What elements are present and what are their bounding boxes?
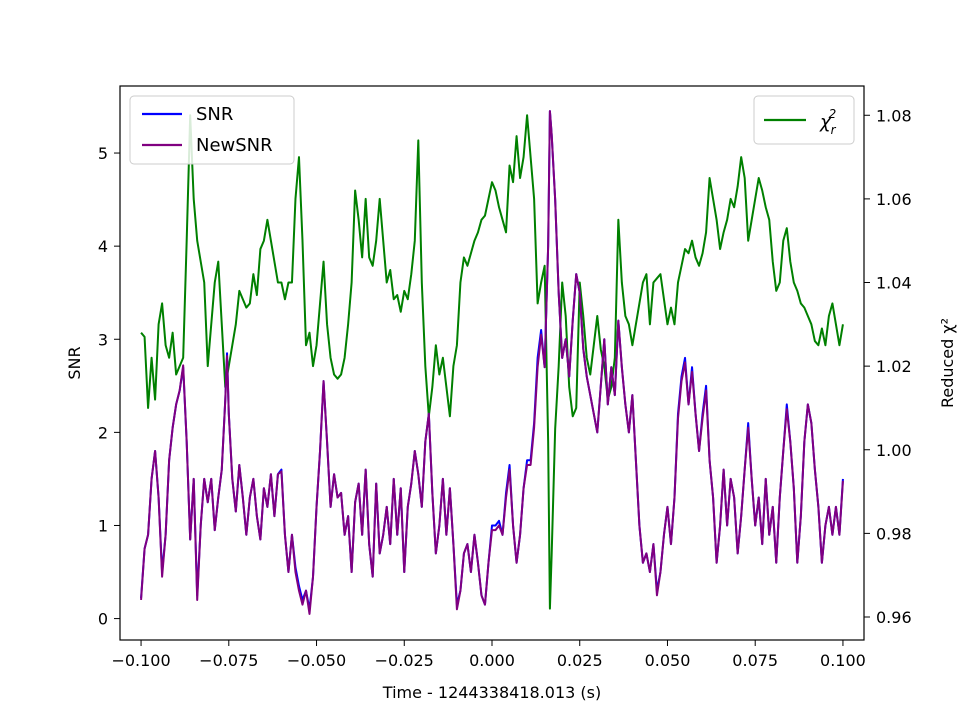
y-right-tick-label: 1.02 [876, 357, 912, 376]
y-left-tick-label: 0 [98, 610, 108, 629]
x-tick-label: −0.025 [375, 651, 434, 670]
x-tick-label: 0.025 [557, 651, 603, 670]
y-right-tick-label: 1.08 [876, 106, 912, 125]
y-left-axis-label: SNR [65, 346, 84, 379]
y-right-tick-label: 1.04 [876, 274, 912, 293]
legend-right: χr2 [753, 95, 855, 145]
x-axis-label: Time - 1244338418.013 (s) [382, 683, 601, 702]
y-right-tick-label: 1.00 [876, 441, 912, 460]
y-left-tick-label: 1 [98, 516, 108, 535]
x-tick-label: 0.075 [732, 651, 778, 670]
y-left-tick-label: 3 [98, 330, 108, 349]
x-tick-label: 0.100 [820, 651, 866, 670]
legend-label-snr: SNR [196, 104, 233, 125]
y-left-tick-label: 2 [98, 423, 108, 442]
legend-label-newsnr: NewSNR [196, 135, 273, 156]
series-line-chi2 [140, 114, 844, 610]
legend-left: SNR NewSNR [129, 95, 295, 165]
y-left-tick-label: 4 [98, 237, 108, 256]
legend-label-chi2: χr2 [819, 107, 837, 137]
x-axis-ticks: −0.100 −0.075 −0.050 −0.025 0.000 0.025 0.050 0… [111, 640, 866, 670]
x-tick-label: −0.075 [199, 651, 258, 670]
series-line-newsnr [140, 110, 844, 615]
y-right-axis-label: Reduced χ² [938, 318, 957, 408]
y-left-axis-ticks: 0 1 2 3 4 5 [98, 144, 120, 629]
y-right-axis-ticks: 0.96 0.98 1.00 1.02 1.04 1.06 1.08 [864, 106, 912, 627]
x-tick-label: 0.000 [469, 651, 515, 670]
x-tick-label: −0.100 [111, 651, 170, 670]
y-right-tick-label: 0.96 [876, 608, 912, 627]
series-layer [140, 110, 844, 615]
y-left-tick-label: 5 [98, 144, 108, 163]
x-tick-label: 0.050 [645, 651, 691, 670]
y-right-tick-label: 0.98 [876, 524, 912, 543]
x-tick-label: −0.050 [287, 651, 346, 670]
y-right-tick-label: 1.06 [876, 190, 912, 209]
